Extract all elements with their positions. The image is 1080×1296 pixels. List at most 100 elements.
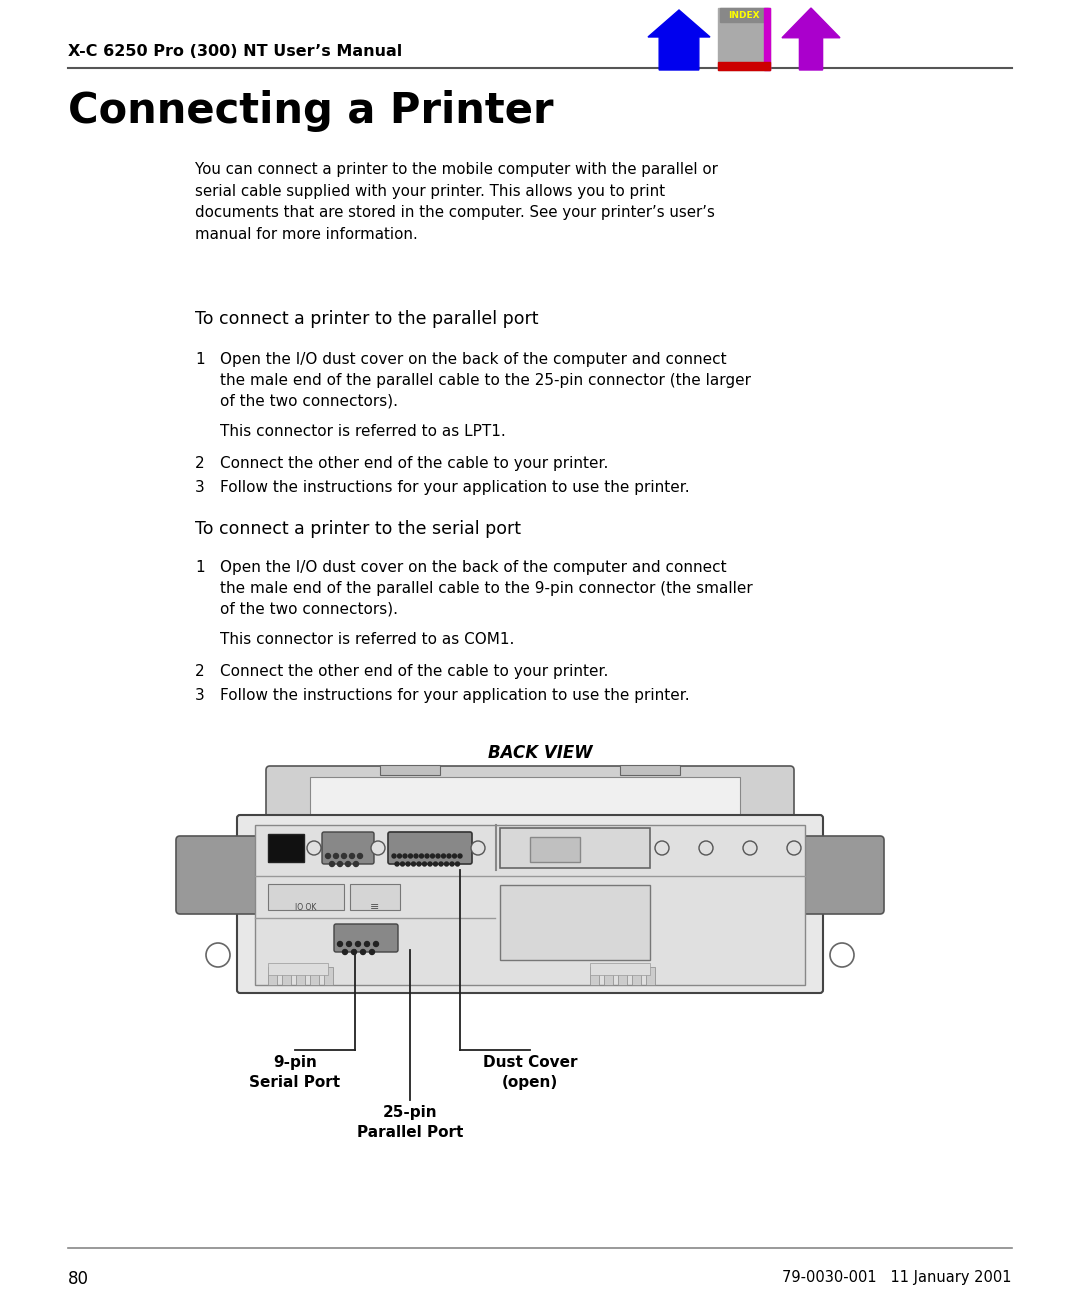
Circle shape <box>350 854 354 858</box>
Circle shape <box>699 841 713 855</box>
FancyBboxPatch shape <box>322 832 374 864</box>
Circle shape <box>342 950 348 954</box>
Circle shape <box>346 862 351 867</box>
Circle shape <box>401 862 405 866</box>
FancyBboxPatch shape <box>388 832 472 864</box>
Circle shape <box>433 862 437 866</box>
Circle shape <box>426 854 429 858</box>
Text: 25-pin
Parallel Port: 25-pin Parallel Port <box>356 1105 463 1139</box>
Text: This connector is referred to as COM1.: This connector is referred to as COM1. <box>220 632 514 647</box>
Bar <box>718 8 770 70</box>
Bar <box>500 885 650 960</box>
Circle shape <box>419 854 423 858</box>
Circle shape <box>422 862 427 866</box>
FancyBboxPatch shape <box>176 836 259 914</box>
Text: Dust Cover
(open): Dust Cover (open) <box>483 1055 577 1090</box>
Circle shape <box>397 854 402 858</box>
Circle shape <box>431 854 434 858</box>
Bar <box>268 963 328 975</box>
Bar <box>282 967 291 985</box>
Circle shape <box>471 841 485 855</box>
Polygon shape <box>782 8 840 70</box>
Circle shape <box>337 941 342 946</box>
Bar <box>268 884 345 910</box>
Bar <box>590 967 599 985</box>
Bar <box>604 967 613 985</box>
Text: Open the I/O dust cover on the back of the computer and connect
the male end of : Open the I/O dust cover on the back of t… <box>220 353 751 410</box>
Text: 2: 2 <box>195 456 204 470</box>
Text: Follow the instructions for your application to use the printer.: Follow the instructions for your applica… <box>220 480 690 495</box>
Bar <box>310 967 319 985</box>
Bar <box>632 967 642 985</box>
Circle shape <box>414 854 418 858</box>
Text: 3: 3 <box>195 688 205 702</box>
Circle shape <box>347 941 351 946</box>
Circle shape <box>392 854 396 858</box>
Text: You can connect a printer to the mobile computer with the parallel or
serial cab: You can connect a printer to the mobile … <box>195 162 718 242</box>
Circle shape <box>442 854 446 858</box>
Text: ≡: ≡ <box>370 902 380 912</box>
Text: INDEX: INDEX <box>728 10 760 19</box>
Bar <box>718 62 770 70</box>
Text: 1: 1 <box>195 560 204 575</box>
Bar <box>500 828 650 868</box>
Text: BACK VIEW: BACK VIEW <box>488 744 592 762</box>
Circle shape <box>458 854 462 858</box>
Circle shape <box>436 854 440 858</box>
Bar <box>324 967 333 985</box>
Text: IO OK: IO OK <box>295 902 316 911</box>
Circle shape <box>406 862 410 866</box>
Text: Connect the other end of the cable to your printer.: Connect the other end of the cable to yo… <box>220 664 608 679</box>
Circle shape <box>337 862 342 867</box>
Text: 80: 80 <box>68 1270 89 1288</box>
Circle shape <box>654 841 669 855</box>
Text: 79-0030-001   11 January 2001: 79-0030-001 11 January 2001 <box>783 1270 1012 1286</box>
Text: Follow the instructions for your application to use the printer.: Follow the instructions for your applica… <box>220 688 690 702</box>
Circle shape <box>325 854 330 858</box>
Bar <box>590 963 650 975</box>
Circle shape <box>447 854 451 858</box>
Text: To connect a printer to the serial port: To connect a printer to the serial port <box>195 520 521 538</box>
FancyBboxPatch shape <box>266 766 794 824</box>
Circle shape <box>334 854 338 858</box>
Text: To connect a printer to the parallel port: To connect a printer to the parallel por… <box>195 310 539 328</box>
Text: 3: 3 <box>195 480 205 495</box>
Circle shape <box>395 862 399 866</box>
Circle shape <box>341 854 347 858</box>
Circle shape <box>438 862 443 866</box>
Circle shape <box>365 941 369 946</box>
Circle shape <box>307 841 321 855</box>
Circle shape <box>357 854 363 858</box>
Circle shape <box>743 841 757 855</box>
Bar <box>350 884 400 910</box>
Circle shape <box>411 862 416 866</box>
Bar <box>296 967 305 985</box>
Circle shape <box>408 854 413 858</box>
Text: 9-pin
Serial Port: 9-pin Serial Port <box>249 1055 340 1090</box>
Text: Connecting a Printer: Connecting a Printer <box>68 89 554 132</box>
Bar <box>618 967 627 985</box>
Circle shape <box>456 862 459 866</box>
Bar <box>530 837 580 862</box>
Circle shape <box>351 950 356 954</box>
Text: 2: 2 <box>195 664 204 679</box>
Text: Connect the other end of the cable to your printer.: Connect the other end of the cable to yo… <box>220 456 608 470</box>
Circle shape <box>445 862 448 866</box>
Bar <box>720 8 768 22</box>
Circle shape <box>355 941 361 946</box>
Text: 1: 1 <box>195 353 204 367</box>
Text: This connector is referred to as LPT1.: This connector is referred to as LPT1. <box>220 424 505 439</box>
Circle shape <box>353 862 359 867</box>
Circle shape <box>450 862 454 866</box>
Bar <box>380 765 440 775</box>
Text: X-C 6250 Pro (300) NT User’s Manual: X-C 6250 Pro (300) NT User’s Manual <box>68 44 402 60</box>
Polygon shape <box>648 10 710 70</box>
Circle shape <box>403 854 407 858</box>
Bar <box>268 835 303 862</box>
Circle shape <box>329 862 335 867</box>
Bar <box>310 778 740 816</box>
Circle shape <box>369 950 375 954</box>
Bar <box>646 967 654 985</box>
Circle shape <box>428 862 432 866</box>
Bar <box>620 765 680 775</box>
